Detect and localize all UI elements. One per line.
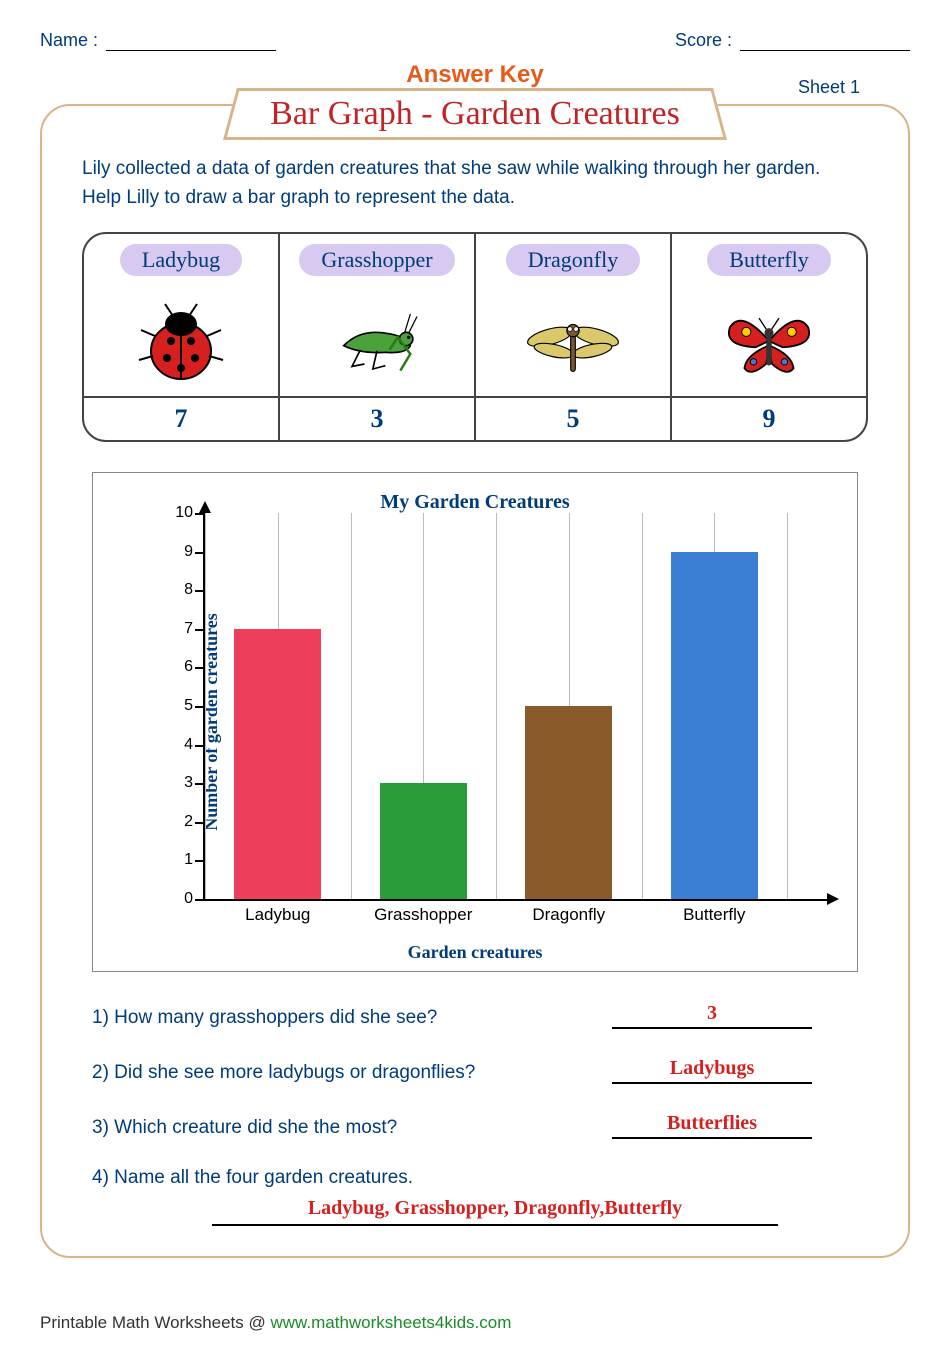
- count-cell: 3: [280, 398, 476, 440]
- questions-block: 1) How many grasshoppers did she see? 3 …: [92, 1002, 858, 1226]
- table-header-cell: Dragonfly: [476, 234, 672, 286]
- answer-line[interactable]: Ladybugs: [612, 1057, 812, 1084]
- chart-bar: [234, 629, 321, 899]
- question-text: 4) Name all the four garden creatures.: [92, 1167, 858, 1189]
- table-header-cell: Grasshopper: [280, 234, 476, 286]
- question-row: 2) Did she see more ladybugs or dragonfl…: [92, 1057, 858, 1084]
- y-tick-label: 4: [165, 736, 193, 754]
- top-header: Name : Score :: [40, 30, 910, 51]
- y-tick: [195, 706, 205, 708]
- y-tick: [195, 629, 205, 631]
- y-tick: [195, 822, 205, 824]
- bar-chart: My Garden Creatures Number of garden cre…: [92, 472, 858, 972]
- y-tick: [195, 860, 205, 862]
- name-blank[interactable]: [106, 33, 276, 51]
- grasshopper-icon: [327, 304, 427, 379]
- butterfly-icon-cell: [672, 286, 866, 396]
- dragonfly-icon-cell: [476, 286, 672, 396]
- table-image-row: [84, 286, 866, 396]
- y-tick-label: 7: [165, 620, 193, 638]
- footer-site: www.mathworksheets4kids.com: [270, 1313, 511, 1332]
- ladybug-icon: [131, 296, 231, 386]
- score-label: Score :: [675, 30, 732, 51]
- chart-bar: [525, 706, 612, 899]
- grid-line: [496, 513, 497, 899]
- question-text: 1) How many grasshoppers did she see?: [92, 1007, 592, 1029]
- question-text: 2) Did she see more ladybugs or dragonfl…: [92, 1062, 592, 1084]
- creature-pill: Dragonfly: [506, 244, 640, 276]
- y-tick-label: 10: [165, 504, 193, 522]
- question-row: 3) Which creature did she the most? Butt…: [92, 1112, 858, 1139]
- answer-line[interactable]: Ladybug, Grasshopper, Dragonfly,Butterfl…: [212, 1197, 778, 1226]
- answer-line[interactable]: 3: [612, 1002, 812, 1029]
- intro-line-2: Help Lilly to draw a bar graph to repres…: [82, 184, 868, 213]
- grid-line: [351, 513, 352, 899]
- creature-pill: Butterfly: [707, 244, 830, 276]
- chart-x-label: Garden creatures: [93, 942, 857, 963]
- answer-line[interactable]: Butterflies: [612, 1112, 812, 1139]
- intro-text: Lily collected a data of garden creature…: [82, 155, 868, 212]
- chart-bar: [380, 783, 467, 899]
- ladybug-icon-cell: [84, 286, 280, 396]
- count-cell: 9: [672, 398, 866, 440]
- score-blank[interactable]: [740, 33, 910, 51]
- y-tick: [195, 745, 205, 747]
- y-tick-label: 6: [165, 658, 193, 676]
- worksheet-frame: Bar Graph - Garden Creatures Lily collec…: [40, 104, 910, 1258]
- x-tick-label: Grasshopper: [374, 905, 472, 925]
- y-tick-label: 8: [165, 581, 193, 599]
- y-tick: [195, 899, 205, 901]
- chart-bar: [671, 552, 758, 899]
- grid-line: [787, 513, 788, 899]
- footer: Printable Math Worksheets @ www.mathwork…: [40, 1313, 511, 1333]
- x-axis-arrow-icon: [827, 893, 839, 905]
- table-count-row: 7 3 5 9: [84, 396, 866, 440]
- table-header-cell: Ladybug: [84, 234, 280, 286]
- name-slot: Name :: [40, 30, 276, 51]
- page-title: Bar Graph - Garden Creatures: [270, 95, 680, 132]
- score-slot: Score :: [675, 30, 910, 51]
- y-tick-label: 1: [165, 851, 193, 869]
- grid-line: [642, 513, 643, 899]
- question-row: 1) How many grasshoppers did she see? 3: [92, 1002, 858, 1029]
- creature-data-table: Ladybug Grasshopper Dragonfly Butterfly: [82, 232, 868, 442]
- question-text: 3) Which creature did she the most?: [92, 1117, 592, 1139]
- question-row: 4) Name all the four garden creatures. L…: [92, 1167, 858, 1226]
- y-tick-label: 5: [165, 697, 193, 715]
- y-tick: [195, 667, 205, 669]
- intro-line-1: Lily collected a data of garden creature…: [82, 155, 868, 184]
- table-header-cell: Butterfly: [672, 234, 866, 286]
- count-cell: 7: [84, 398, 280, 440]
- y-tick-label: 3: [165, 774, 193, 792]
- y-tick: [195, 590, 205, 592]
- y-tick: [195, 513, 205, 515]
- grasshopper-icon-cell: [280, 286, 476, 396]
- dragonfly-icon: [523, 306, 623, 375]
- footer-prefix: Printable Math Worksheets @: [40, 1313, 270, 1332]
- name-label: Name :: [40, 30, 98, 51]
- x-tick-label: Ladybug: [245, 905, 310, 925]
- y-tick-label: 2: [165, 813, 193, 831]
- creature-pill: Grasshopper: [299, 244, 454, 276]
- y-axis-arrow-icon: [199, 501, 211, 513]
- table-header-row: Ladybug Grasshopper Dragonfly Butterfly: [84, 234, 866, 286]
- title-ribbon: Bar Graph - Garden Creatures: [245, 88, 705, 140]
- y-tick-label: 9: [165, 543, 193, 561]
- x-tick-label: Butterfly: [683, 905, 745, 925]
- butterfly-icon: [719, 300, 819, 382]
- count-cell: 5: [476, 398, 672, 440]
- y-tick: [195, 783, 205, 785]
- chart-plot-area: 012345678910LadybugGrasshopperDragonflyB…: [203, 513, 827, 901]
- y-tick-label: 0: [165, 890, 193, 908]
- y-tick: [195, 552, 205, 554]
- creature-pill: Ladybug: [120, 244, 242, 276]
- grid-line: [205, 513, 206, 899]
- x-tick-label: Dragonfly: [532, 905, 605, 925]
